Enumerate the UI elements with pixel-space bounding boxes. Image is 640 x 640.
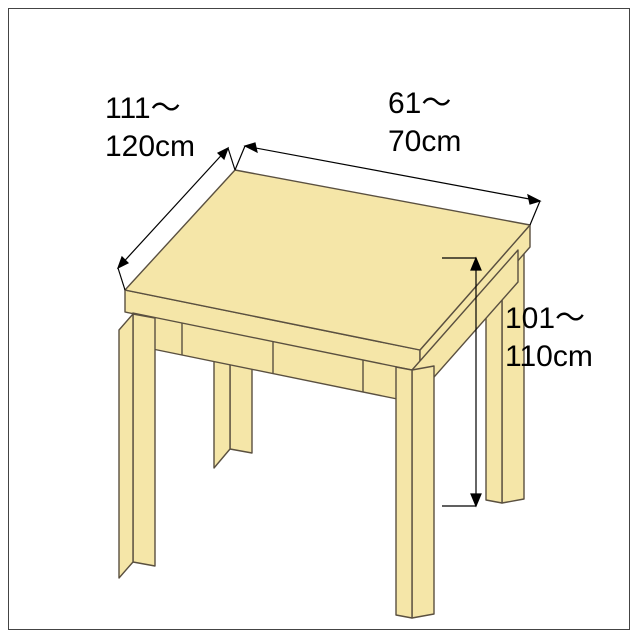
label-height-line1: 101～ xyxy=(505,302,585,335)
label-width: 111～ 120cm xyxy=(105,90,195,165)
leg-front-left xyxy=(119,314,155,578)
label-width-line2: 120cm xyxy=(105,130,195,163)
label-depth-line1: 61～ xyxy=(388,87,451,120)
label-depth: 61～ 70cm xyxy=(388,85,461,160)
label-height: 101～ 110cm xyxy=(505,300,593,375)
leg-front-right xyxy=(396,366,434,618)
label-width-line1: 111～ xyxy=(105,92,181,125)
label-height-line2: 110cm xyxy=(505,340,593,373)
label-depth-line2: 70cm xyxy=(388,125,461,158)
